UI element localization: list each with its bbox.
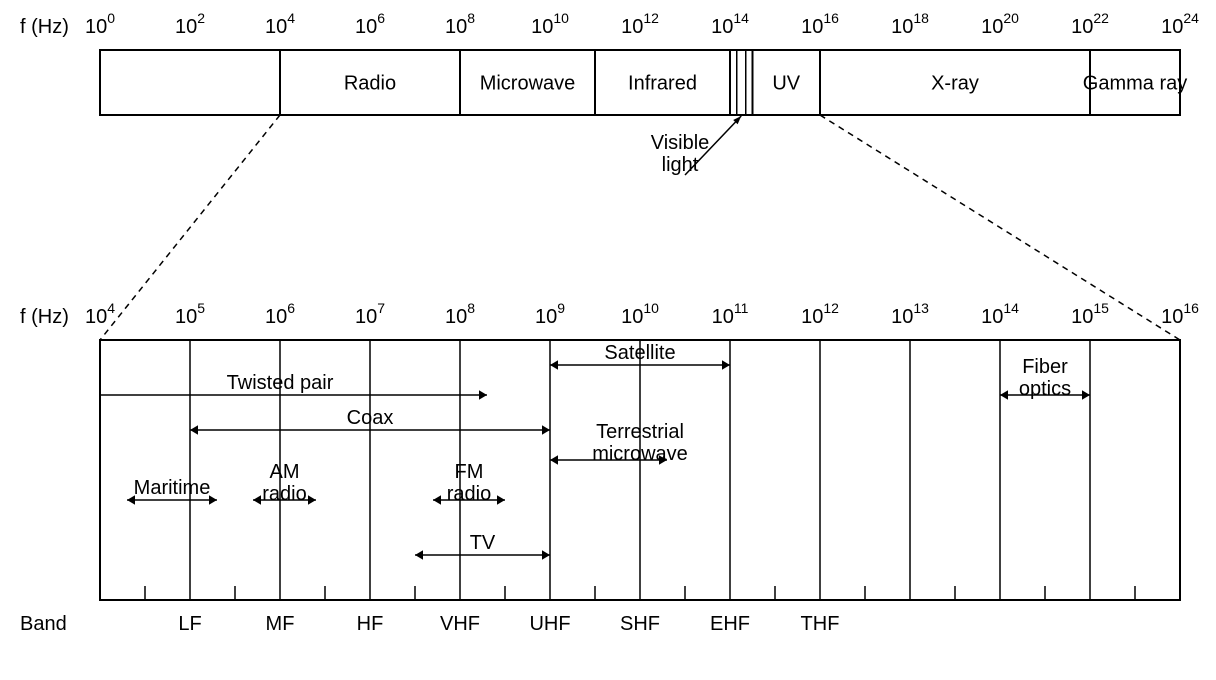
range-label: Twisted pair — [227, 372, 334, 394]
band-axis-label: Band — [20, 613, 67, 635]
top-freq-tick: 1018 — [891, 10, 929, 38]
top-axis-label: f (Hz) — [20, 16, 69, 38]
arrow-head-icon — [1000, 390, 1008, 400]
arrow-head-icon — [433, 495, 441, 505]
band-label: EHF — [710, 613, 750, 635]
range-label: Maritime — [134, 477, 211, 499]
band-label: MF — [266, 613, 295, 635]
top-freq-tick: 1024 — [1161, 10, 1199, 38]
spectrum-region-label: Gamma ray — [1083, 73, 1187, 95]
arrow-head-icon — [415, 550, 423, 560]
band-label: LF — [178, 613, 201, 635]
top-freq-tick: 1020 — [981, 10, 1019, 38]
arrow-head-icon — [1082, 390, 1090, 400]
spectrum-region-label: Radio — [344, 73, 396, 95]
bottom-freq-tick: 105 — [175, 300, 205, 328]
arrow-head-icon — [497, 495, 505, 505]
bottom-freq-tick: 1012 — [801, 300, 839, 328]
top-freq-tick: 106 — [355, 10, 385, 38]
range-label: Terrestrialmicrowave — [592, 421, 688, 465]
top-freq-tick: 1016 — [801, 10, 839, 38]
arrow-head-icon — [308, 495, 316, 505]
arrow-head-icon — [190, 425, 198, 435]
arrow-head-icon — [722, 360, 730, 370]
arrow-head-icon — [542, 550, 550, 560]
top-freq-tick: 102 — [175, 10, 205, 38]
top-freq-tick: 104 — [265, 10, 295, 38]
band-label: VHF — [440, 613, 480, 635]
range-label: AMradio — [262, 461, 306, 505]
arrow-head-icon — [479, 390, 487, 400]
band-label: HF — [357, 613, 384, 635]
bottom-axis-label: f (Hz) — [20, 306, 69, 328]
top-freq-tick: 1010 — [531, 10, 569, 38]
bottom-freq-tick: 1014 — [981, 300, 1019, 328]
bottom-freq-tick: 1011 — [712, 300, 749, 328]
top-freq-tick: 100 — [85, 10, 115, 38]
arrow-head-icon — [550, 455, 558, 465]
bottom-freq-tick: 104 — [85, 300, 115, 328]
top-freq-tick: 108 — [445, 10, 475, 38]
top-freq-tick: 1014 — [711, 10, 749, 38]
bottom-freq-tick: 1016 — [1161, 300, 1199, 328]
band-label: SHF — [620, 613, 660, 635]
spectrum-region-label: Infrared — [628, 73, 697, 95]
bottom-freq-tick: 1010 — [621, 300, 659, 328]
bottom-freq-tick: 1013 — [891, 300, 929, 328]
range-label: FMradio — [447, 461, 491, 505]
arrow-head-icon — [253, 495, 261, 505]
spectrum-region-label: UV — [772, 73, 800, 95]
spectrum-region-label: Microwave — [480, 73, 576, 95]
bottom-freq-tick: 107 — [355, 300, 385, 328]
range-label: TV — [470, 532, 496, 554]
bottom-freq-tick: 109 — [535, 300, 565, 328]
bottom-freq-tick: 1015 — [1071, 300, 1109, 328]
bottom-freq-tick: 108 — [445, 300, 475, 328]
bottom-freq-tick: 106 — [265, 300, 295, 328]
top-freq-tick: 1012 — [621, 10, 659, 38]
top-freq-tick: 1022 — [1071, 10, 1109, 38]
range-label: Satellite — [604, 342, 675, 364]
band-label: THF — [801, 613, 840, 635]
band-label: UHF — [529, 613, 570, 635]
arrow-head-icon — [550, 360, 558, 370]
range-label: Coax — [347, 407, 394, 429]
visible-light-label: Visiblelight — [651, 132, 710, 176]
arrow-head-icon — [542, 425, 550, 435]
range-label: Fiberoptics — [1019, 356, 1071, 400]
spectrum-region-label: X-ray — [931, 73, 979, 95]
